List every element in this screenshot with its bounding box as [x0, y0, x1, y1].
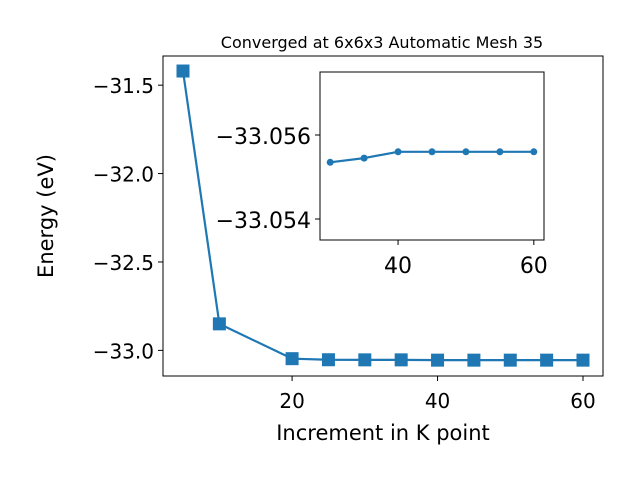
inset-data-point	[462, 148, 470, 156]
inset-series	[326, 148, 538, 166]
y-axis-label: Energy (eV)	[34, 154, 58, 278]
main-data-point	[321, 353, 335, 367]
inset-plot-area	[319, 71, 545, 241]
inset-chart: 40 60 −33.056 −33.054	[216, 71, 548, 279]
inset-x-tick-label: 40	[384, 254, 412, 279]
inset-data-point	[394, 148, 402, 156]
main-series	[176, 64, 590, 367]
x-axis-label: Increment in K point	[276, 421, 490, 445]
inset-y-ticks: −33.056 −33.054	[216, 125, 320, 234]
main-x-tick-label: 40	[425, 389, 450, 413]
main-plot-area	[162, 55, 604, 377]
inset-data-point	[360, 154, 368, 162]
main-chart: Converged at 6x6x3 Automatic Mesh 35 20 4…	[34, 33, 604, 445]
inset-x-tick-label: 60	[520, 254, 548, 279]
main-data-point	[540, 353, 554, 367]
inset-y-tick-label: −33.056	[216, 125, 311, 150]
main-y-ticks: −31.5 −32.0 −32.5 −33.0	[93, 74, 163, 363]
main-data-point	[503, 353, 517, 367]
main-data-point	[394, 353, 408, 367]
main-data-point	[358, 353, 372, 367]
inset-x-ticks: 40 60	[384, 240, 548, 279]
main-data-point	[467, 353, 481, 367]
chart-title: Converged at 6x6x3 Automatic Mesh 35	[221, 33, 543, 52]
main-data-point	[212, 317, 226, 331]
inset-data-point	[530, 148, 538, 156]
inset-y-tick-label: −33.054	[216, 209, 311, 234]
main-y-tick-label: −33.0	[93, 339, 154, 363]
inset-data-point	[326, 158, 334, 166]
main-data-point	[176, 64, 190, 78]
main-data-point	[431, 353, 445, 367]
main-y-tick-label: −32.0	[93, 163, 154, 187]
main-data-point	[285, 352, 299, 366]
main-x-tick-label: 60	[570, 389, 595, 413]
main-y-tick-label: −32.5	[93, 251, 154, 275]
main-x-tick-label: 20	[279, 389, 304, 413]
inset-data-point	[496, 148, 504, 156]
main-x-ticks: 20 40 60	[279, 376, 596, 413]
main-y-tick-label: −31.5	[93, 74, 154, 98]
inset-data-point	[428, 148, 436, 156]
main-data-point	[576, 353, 590, 367]
